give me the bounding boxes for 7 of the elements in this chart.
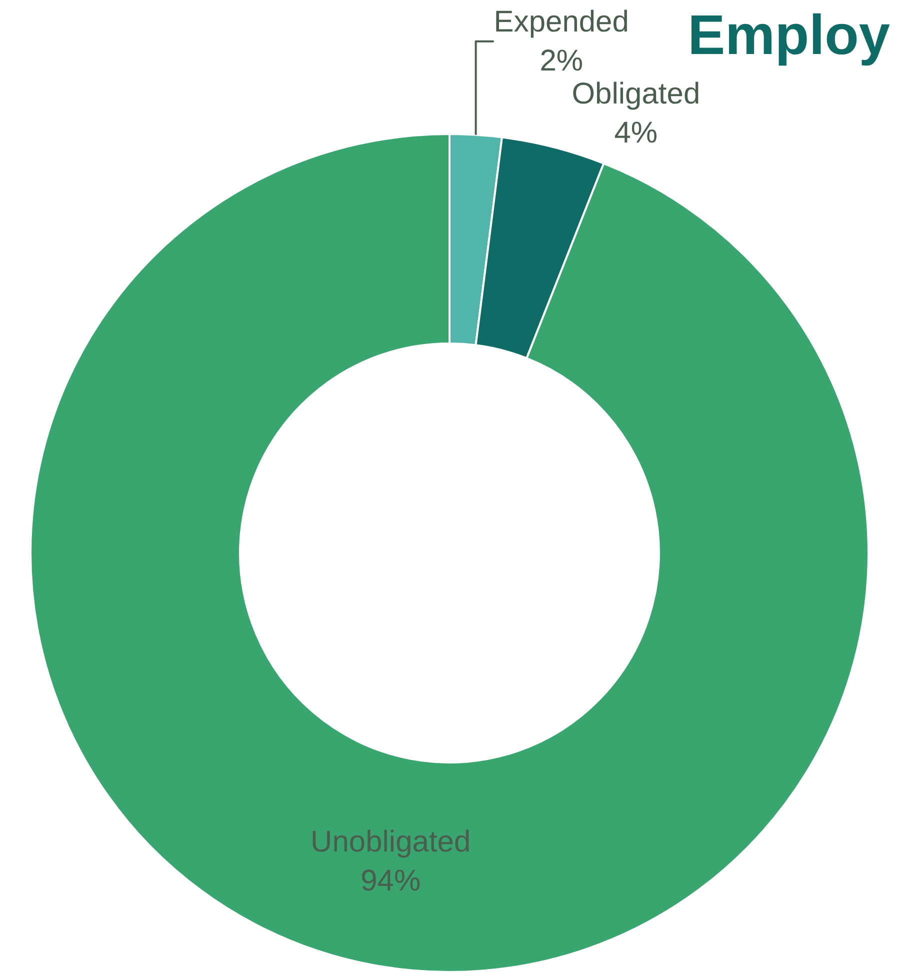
data-label: 94% <box>360 864 421 898</box>
data-label: 4% <box>614 116 658 150</box>
slice-label: Expended <box>494 5 629 38</box>
chart-title: Employ <box>688 2 890 66</box>
data-label: 2% <box>540 44 584 78</box>
slice-label: Unobligated <box>310 826 471 859</box>
slice-label: Obligated <box>572 77 700 110</box>
